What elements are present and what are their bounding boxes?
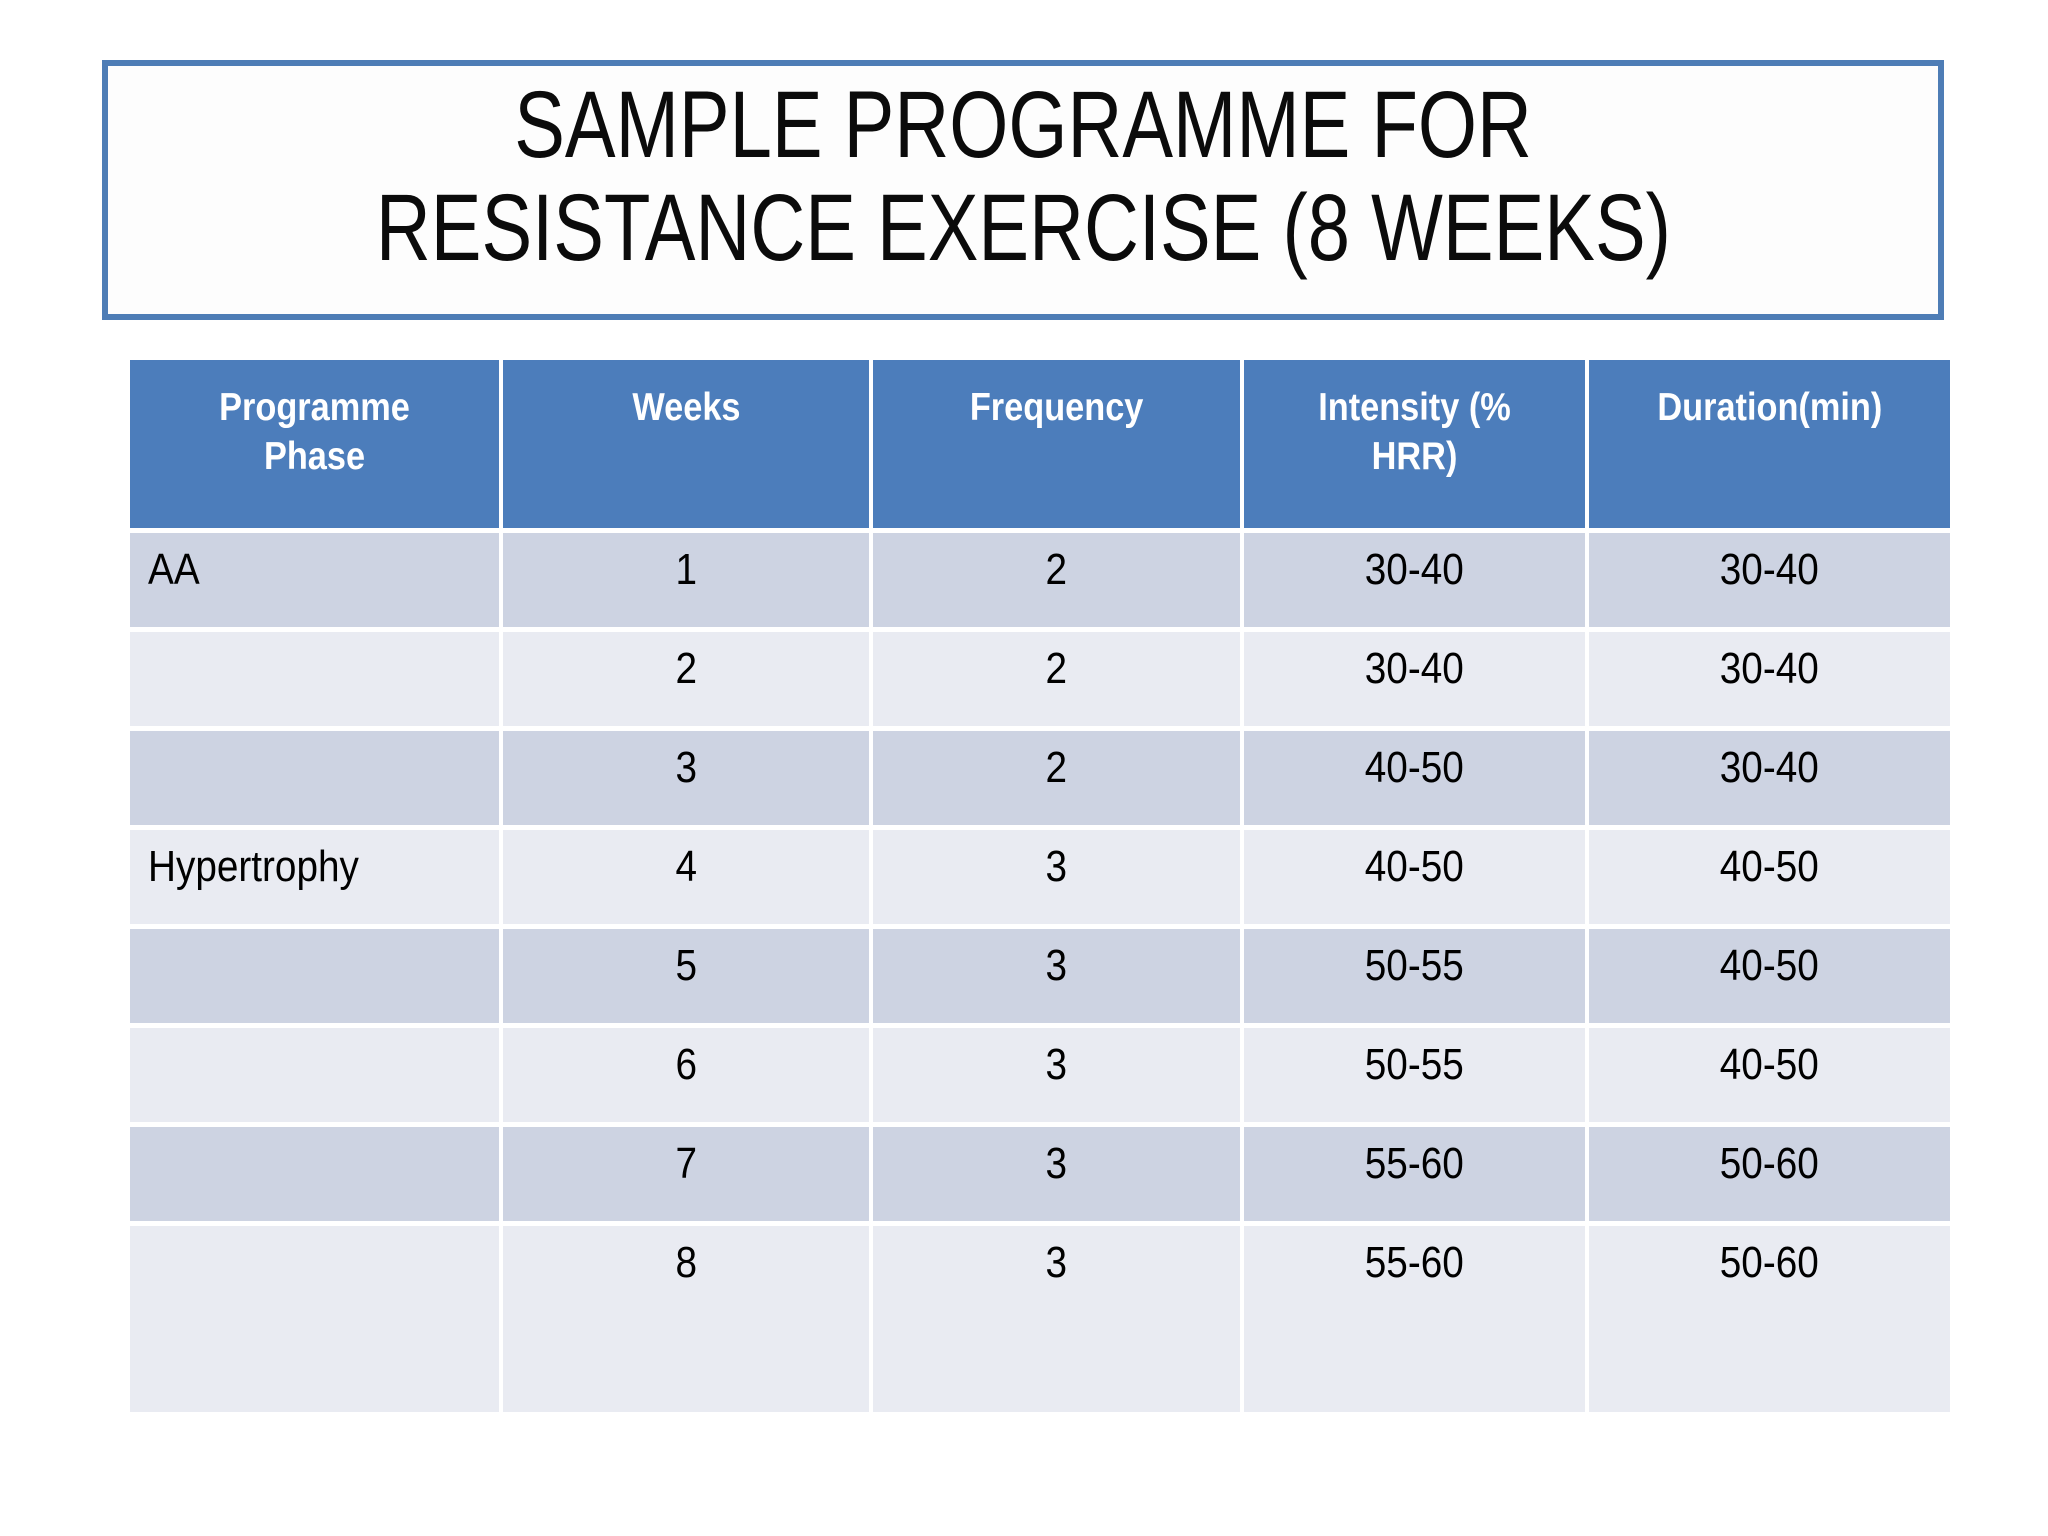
cell-r5-intensity: 50-55 (1244, 929, 1585, 1023)
title-line-2: RESISTANCE EXERCISE (8 WEEKS) (375, 174, 1671, 281)
cell-r5-frequency: 3 (873, 929, 1240, 1023)
cell-r4-intensity: 40-50 (1244, 830, 1585, 924)
cell-text: 50-60 (1719, 1238, 1820, 1287)
cell-r8-intensity: 55-60 (1244, 1226, 1585, 1412)
cell-r6-duration: 40-50 (1589, 1028, 1950, 1122)
cell-r4-duration: 40-50 (1589, 830, 1950, 924)
header-label-intensity: Intensity (% HRR) (1318, 386, 1511, 478)
cell-r7-intensity: 55-60 (1244, 1127, 1585, 1221)
cell-text: 40-50 (1719, 941, 1820, 990)
cell-r7-frequency: 3 (873, 1127, 1240, 1221)
table-header-row: Programme Phase Weeks Frequency Intensit… (130, 360, 1950, 528)
cell-text: 8 (675, 1238, 697, 1287)
cell-text: 1 (675, 545, 697, 594)
cell-r8-phase (130, 1226, 499, 1412)
cell-text: 50-60 (1719, 1139, 1820, 1188)
cell-text: 5 (675, 941, 697, 990)
cell-text: 2 (675, 644, 697, 693)
title-box: SAMPLE PROGRAMME FOR RESISTANCE EXERCISE… (102, 60, 1944, 320)
header-cell-programme-phase: Programme Phase (130, 360, 499, 528)
cell-r4-phase: Hypertrophy (130, 830, 499, 924)
cell-r1-intensity: 30-40 (1244, 533, 1585, 627)
cell-r3-weeks: 3 (503, 731, 869, 825)
header-label-duration: Duration(min) (1657, 386, 1882, 429)
cell-r6-intensity: 50-55 (1244, 1028, 1585, 1122)
cell-r7-phase (130, 1127, 499, 1221)
cell-text: 3 (1045, 1040, 1068, 1089)
cell-r2-duration: 30-40 (1589, 632, 1950, 726)
cell-text: 55-60 (1364, 1238, 1465, 1287)
cell-text: 3 (675, 743, 697, 792)
header-cell-weeks: Weeks (503, 360, 869, 528)
cell-r7-duration: 50-60 (1589, 1127, 1950, 1221)
cell-r1-duration: 30-40 (1589, 533, 1950, 627)
cell-r6-phase (130, 1028, 499, 1122)
table-row-5: 5 3 50-55 40-50 (130, 929, 1950, 1023)
cell-r8-frequency: 3 (873, 1226, 1240, 1412)
cell-r1-frequency: 2 (873, 533, 1240, 627)
cell-text: 40-50 (1719, 842, 1820, 891)
title-line-1: SAMPLE PROGRAMME FOR (514, 72, 1532, 178)
cell-text: Hypertrophy (148, 842, 359, 891)
header-cell-duration: Duration(min) (1589, 360, 1950, 528)
table-row-7: 7 3 55-60 50-60 (130, 1127, 1950, 1221)
table-row-6: 6 3 50-55 40-50 (130, 1028, 1950, 1122)
header-label-frequency: Frequency (969, 386, 1144, 429)
cell-text: 50-55 (1364, 941, 1465, 990)
cell-r6-frequency: 3 (873, 1028, 1240, 1122)
cell-text: 50-55 (1364, 1040, 1465, 1089)
cell-r1-weeks: 1 (503, 533, 869, 627)
cell-r2-frequency: 2 (873, 632, 1240, 726)
cell-text: 40-50 (1364, 743, 1465, 792)
cell-r1-phase: AA (130, 533, 499, 627)
cell-r3-intensity: 40-50 (1244, 731, 1585, 825)
cell-text: 3 (1045, 1238, 1068, 1287)
cell-text: 30-40 (1719, 644, 1820, 693)
cell-r4-weeks: 4 (503, 830, 869, 924)
table-row-2: 2 2 30-40 30-40 (130, 632, 1950, 726)
cell-r5-duration: 40-50 (1589, 929, 1950, 1023)
cell-text: 40-50 (1719, 1040, 1820, 1089)
header-label-programme-phase: Programme Phase (219, 386, 410, 478)
cell-r4-frequency: 3 (873, 830, 1240, 924)
cell-text: 30-40 (1719, 545, 1820, 594)
cell-r6-weeks: 6 (503, 1028, 869, 1122)
cell-text: 2 (1045, 545, 1068, 594)
table-row-4: Hypertrophy 4 3 40-50 40-50 (130, 830, 1950, 924)
cell-text: 30-40 (1364, 644, 1465, 693)
cell-text: 40-50 (1364, 842, 1465, 891)
cell-text: 3 (1045, 941, 1068, 990)
cell-text: AA (148, 545, 200, 594)
cell-text: 6 (675, 1040, 697, 1089)
cell-text: 4 (675, 842, 697, 891)
header-cell-frequency: Frequency (873, 360, 1240, 528)
cell-r2-phase (130, 632, 499, 726)
cell-r2-weeks: 2 (503, 632, 869, 726)
cell-r8-duration: 50-60 (1589, 1226, 1950, 1412)
cell-text: 3 (1045, 1139, 1068, 1188)
cell-r5-phase (130, 929, 499, 1023)
cell-r2-intensity: 30-40 (1244, 632, 1585, 726)
cell-text: 7 (675, 1139, 697, 1188)
cell-text: 30-40 (1364, 545, 1465, 594)
cell-r3-duration: 30-40 (1589, 731, 1950, 825)
header-cell-intensity: Intensity (% HRR) (1244, 360, 1585, 528)
table-row-8: 8 3 55-60 50-60 (130, 1226, 1950, 1412)
header-label-weeks: Weeks (631, 386, 741, 429)
cell-r3-frequency: 2 (873, 731, 1240, 825)
cell-r7-weeks: 7 (503, 1127, 869, 1221)
cell-r8-weeks: 8 (503, 1226, 869, 1412)
cell-text: 2 (1045, 644, 1068, 693)
cell-text: 55-60 (1364, 1139, 1465, 1188)
programme-table: Programme Phase Weeks Frequency Intensit… (126, 355, 1954, 1417)
table-row-3: 3 2 40-50 30-40 (130, 731, 1950, 825)
cell-text: 2 (1045, 743, 1068, 792)
cell-text: 30-40 (1719, 743, 1820, 792)
table-row-1: AA 1 2 30-40 30-40 (130, 533, 1950, 627)
cell-r3-phase (130, 731, 499, 825)
cell-text: 3 (1045, 842, 1068, 891)
cell-r5-weeks: 5 (503, 929, 869, 1023)
